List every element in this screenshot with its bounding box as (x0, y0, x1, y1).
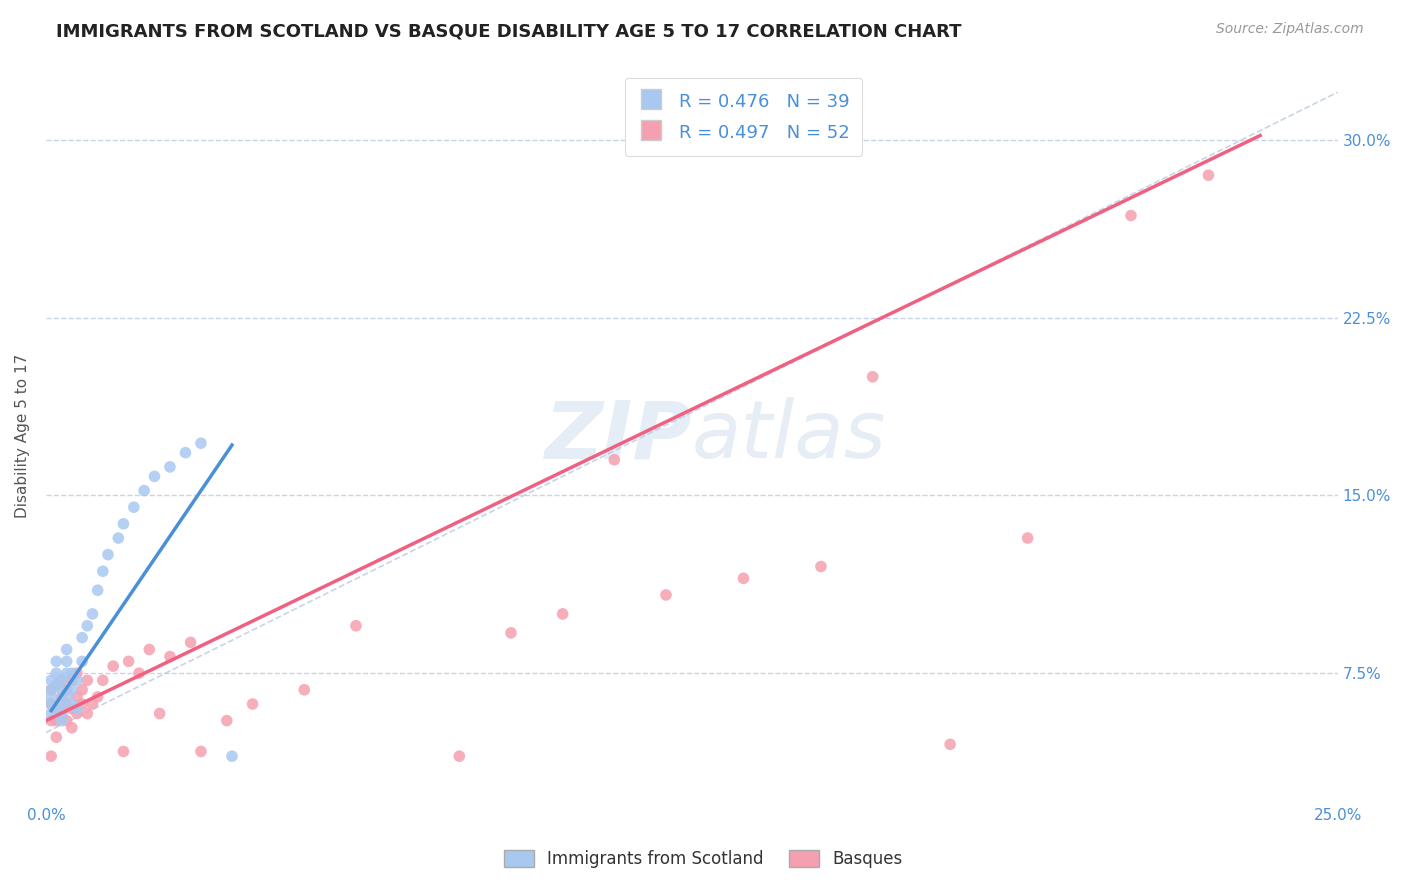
Point (39, 714, 62, 728)
Point (91, 673, 114, 688)
Point (39, 682, 62, 697)
Point (215, 714, 238, 728)
Point (55, 654, 77, 668)
Point (45, 678, 67, 692)
Y-axis label: Disability Age 5 to 17: Disability Age 5 to 17 (15, 354, 30, 518)
Point (45, 730, 67, 744)
Point (55, 642, 77, 657)
Point (39, 690, 62, 704)
Point (1198, 168, 1220, 182)
Point (242, 697, 264, 711)
Point (190, 744, 212, 758)
Point (159, 459, 181, 474)
Point (449, 749, 471, 764)
Point (86, 690, 108, 704)
Point (292, 682, 315, 697)
Point (76, 706, 98, 721)
Point (39, 682, 62, 697)
Point (107, 531, 129, 545)
Point (86, 583, 108, 598)
Point (51, 690, 73, 704)
Point (55, 697, 77, 711)
Point (39, 673, 62, 688)
Point (45, 666, 67, 681)
Point (70, 631, 93, 645)
Point (60, 721, 83, 735)
Point (91, 564, 114, 578)
Point (76, 619, 98, 633)
Point (101, 659, 124, 673)
Text: Source: ZipAtlas.com: Source: ZipAtlas.com (1216, 22, 1364, 37)
Point (45, 714, 67, 728)
Point (82, 697, 104, 711)
Point (51, 706, 73, 721)
Point (862, 369, 884, 384)
Point (45, 702, 67, 716)
Point (60, 702, 83, 716)
Point (138, 642, 160, 657)
Point (66, 702, 89, 716)
Point (39, 697, 62, 711)
Point (174, 445, 197, 459)
Point (70, 682, 93, 697)
Point (122, 500, 145, 515)
Point (45, 678, 67, 692)
Point (60, 697, 83, 711)
Point (51, 673, 73, 688)
Point (55, 714, 77, 728)
Point (97, 548, 120, 562)
Point (45, 654, 67, 668)
Point (551, 607, 574, 621)
Legend: Immigrants from Scotland, Basques: Immigrants from Scotland, Basques (498, 843, 908, 875)
Point (51, 706, 73, 721)
Point (733, 571, 755, 585)
Point (55, 666, 77, 681)
Point (112, 516, 135, 531)
Point (603, 452, 626, 467)
Point (39, 749, 62, 764)
Point (344, 619, 367, 633)
Point (1017, 531, 1039, 545)
Point (810, 559, 832, 574)
Point (128, 666, 150, 681)
Point (60, 673, 83, 688)
Point (39, 706, 62, 721)
Point (499, 626, 522, 640)
Point (143, 469, 166, 483)
Point (180, 635, 202, 649)
Point (51, 697, 73, 711)
Point (117, 654, 139, 668)
Point (939, 737, 962, 751)
Point (39, 697, 62, 711)
Point (66, 706, 89, 721)
Point (76, 673, 98, 688)
Point (70, 654, 93, 668)
Point (82, 607, 104, 621)
Point (55, 690, 77, 704)
Point (1119, 209, 1142, 223)
Point (60, 682, 83, 697)
Legend: R = 0.476   N = 39, R = 0.497   N = 52: R = 0.476 N = 39, R = 0.497 N = 52 (624, 78, 862, 156)
Point (66, 673, 89, 688)
Point (51, 682, 73, 697)
Point (655, 588, 678, 602)
Point (159, 649, 181, 664)
Point (66, 666, 89, 681)
Point (190, 436, 212, 450)
Point (221, 749, 243, 764)
Point (45, 702, 67, 716)
Point (70, 697, 93, 711)
Point (55, 682, 77, 697)
Point (60, 666, 83, 681)
Point (134, 483, 156, 498)
Text: ZIP: ZIP (544, 397, 692, 475)
Point (51, 714, 73, 728)
Point (51, 673, 73, 688)
Point (149, 706, 172, 721)
Point (66, 690, 89, 704)
Point (112, 744, 135, 758)
Text: IMMIGRANTS FROM SCOTLAND VS BASQUE DISABILITY AGE 5 TO 17 CORRELATION CHART: IMMIGRANTS FROM SCOTLAND VS BASQUE DISAB… (56, 22, 962, 40)
Text: atlas: atlas (692, 397, 887, 475)
